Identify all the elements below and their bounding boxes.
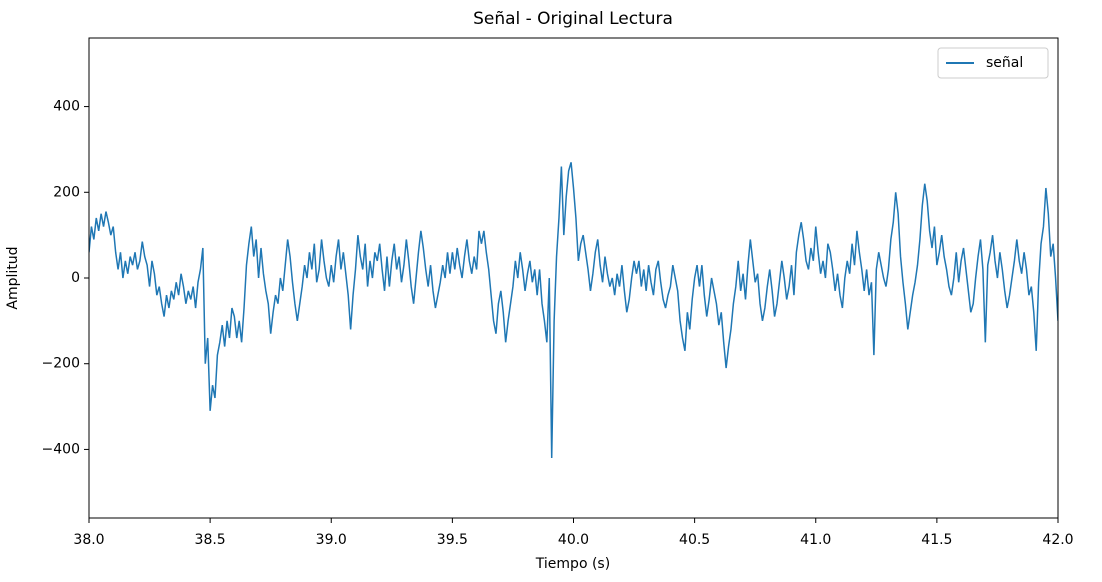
y-axis-label: Amplitud	[5, 246, 21, 309]
legend-label: señal	[986, 55, 1023, 71]
x-tick-label: 39.0	[316, 532, 347, 548]
x-tick-label: 42.0	[1042, 532, 1073, 548]
chart-title: Señal - Original Lectura	[473, 9, 673, 29]
x-tick-label: 40.0	[558, 532, 589, 548]
x-tick-label: 41.0	[800, 532, 831, 548]
x-tick-label: 41.5	[921, 532, 952, 548]
plot-frame	[88, 37, 1059, 519]
x-axis-label: Tiempo (s)	[535, 556, 610, 572]
y-tick-label: 200	[53, 184, 80, 200]
y-tick-label: −400	[42, 441, 80, 457]
y-tick-label: 400	[53, 99, 80, 115]
x-tick-label: 38.0	[73, 532, 104, 548]
x-tick-label: 40.5	[679, 532, 710, 548]
legend-box	[937, 47, 1049, 79]
data-line	[89, 162, 1058, 459]
y-tick-label: 0	[71, 270, 80, 286]
y-tick-label: −200	[42, 356, 80, 372]
x-tick-label: 38.5	[195, 532, 226, 548]
x-tick-label: 39.5	[437, 532, 468, 548]
